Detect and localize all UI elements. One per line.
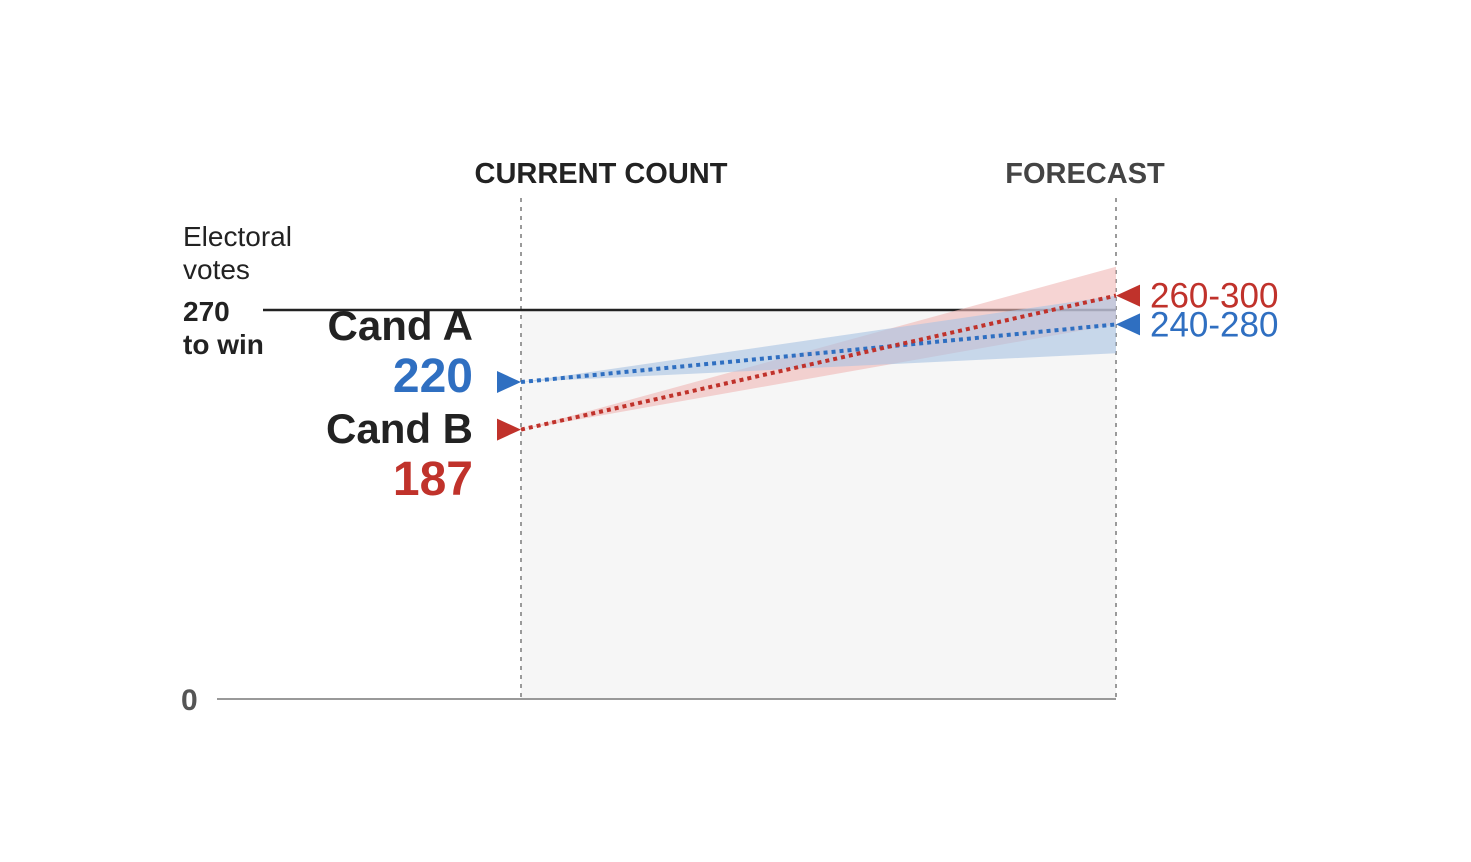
cand-a-current-value: 220 [393, 350, 473, 403]
threshold-caption-label: to win [183, 329, 264, 360]
cand-a-forecast-marker [1116, 313, 1140, 336]
cand-a-forecast-range-label: 240-280 [1150, 305, 1278, 344]
cand-b-forecast-range-label: 260-300 [1150, 277, 1278, 316]
cand-a-current-marker [497, 371, 521, 394]
y-axis-title-line-1: Electoral [183, 221, 292, 252]
cand-b-forecast-marker [1116, 284, 1140, 307]
cand-a-forecast-band [521, 295, 1116, 383]
cand-a-name: Cand A [328, 302, 473, 349]
forecast-header: FORECAST [1005, 158, 1165, 190]
current-count-header: CURRENT COUNT [475, 158, 728, 190]
zero-axis-label: 0 [181, 684, 198, 717]
cand-b-current-value: 187 [393, 453, 473, 506]
cand-b-trend-line [520, 293, 1117, 432]
cand-a-trend-line [520, 322, 1117, 385]
cand-b-name: Cand B [326, 405, 473, 452]
y-axis-title-line-2: votes [183, 254, 250, 285]
threshold-value-label: 270 [183, 296, 230, 327]
cand-b-current-marker [497, 418, 521, 441]
